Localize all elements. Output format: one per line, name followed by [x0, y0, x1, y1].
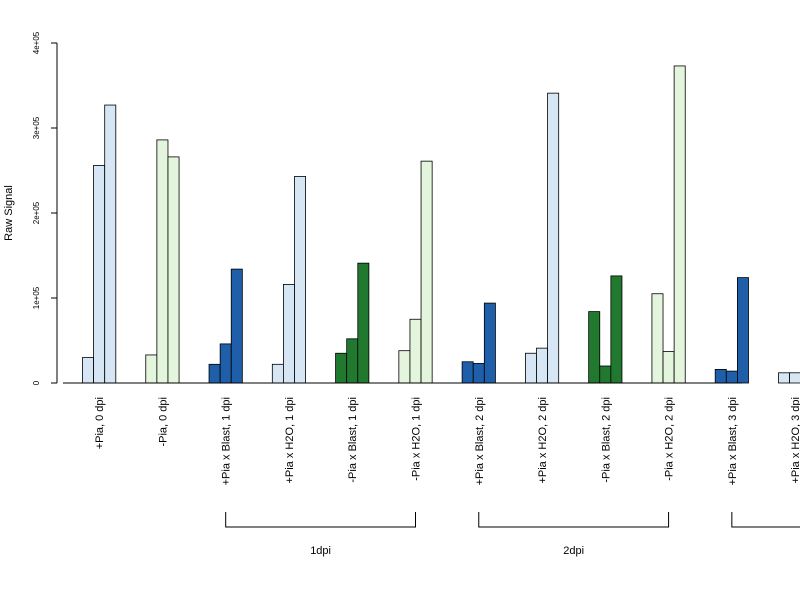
bar-series — [82, 65, 800, 384]
bar — [651, 293, 664, 384]
bar — [547, 92, 560, 384]
x-tick-label: +Pia x H2O, 1 dpi — [284, 397, 296, 484]
dpi-group-brackets: 1dpi2dpi3dpi5dpi — [225, 512, 800, 557]
x-tick-label: +Pia, 0 dpi — [94, 397, 106, 449]
bar — [420, 160, 433, 384]
bar — [789, 372, 800, 384]
bar — [283, 283, 295, 384]
group-label: 1dpi — [310, 545, 331, 557]
bar — [219, 343, 232, 384]
y-axis: 0 1e+05 2e+05 3e+05 4e+05 — [32, 31, 58, 385]
bar — [673, 65, 686, 384]
x-tick-label: +Pia x Blast, 2 dpi — [474, 397, 486, 485]
bar — [230, 268, 243, 384]
bar — [599, 365, 612, 384]
bar — [610, 275, 623, 384]
group-bracket — [478, 512, 670, 528]
bar — [588, 311, 601, 384]
x-tick-label: +Pia x H2O, 3 dpi — [790, 397, 800, 484]
y-tick-label: 2e+05 — [32, 201, 41, 224]
x-tick-label: -Pia x H2O, 1 dpi — [411, 397, 423, 481]
y-axis-label: Raw Signal — [3, 185, 15, 241]
group-bracket — [225, 512, 416, 528]
bar — [167, 156, 180, 384]
x-tick-label: -Pia x Blast, 2 dpi — [600, 397, 612, 483]
bar — [778, 372, 790, 384]
x-tick-labels: +Pia, 0 dpi -Pia, 0 dpi +Pia x Blast, 1 dp… — [94, 397, 800, 485]
group-label: 2dpi — [563, 545, 584, 557]
x-tick-label: +Pia x Blast, 1 dpi — [221, 397, 233, 485]
x-tick-label: +Pia x H2O, 2 dpi — [537, 397, 549, 484]
bar — [156, 139, 169, 384]
x-tick-label: -Pia x H2O, 2 dpi — [664, 397, 676, 481]
bar — [346, 338, 359, 384]
bar — [93, 164, 106, 384]
bar — [271, 363, 284, 384]
y-tick-label: 1e+05 — [32, 286, 41, 309]
x-tick-label: -Pia x Blast, 1 dpi — [347, 397, 359, 483]
bar — [737, 277, 749, 384]
bar — [536, 347, 548, 384]
y-tick-label: 3e+05 — [32, 116, 41, 139]
bar — [483, 302, 496, 384]
bar — [398, 350, 411, 384]
x-tick-label: -Pia, 0 dpi — [157, 397, 169, 447]
bar — [725, 370, 738, 384]
bar — [294, 176, 307, 384]
bar — [714, 368, 727, 384]
bar — [335, 352, 348, 384]
bar — [461, 361, 474, 384]
bar — [208, 363, 221, 384]
bar — [524, 352, 537, 384]
bar — [662, 351, 675, 384]
group-bracket — [731, 512, 800, 528]
bar — [82, 357, 95, 384]
bar — [104, 104, 117, 384]
bar — [145, 354, 158, 384]
x-tick-label: +Pia x Blast, 3 dpi — [727, 397, 739, 485]
bar — [472, 363, 485, 384]
bar — [357, 262, 370, 384]
y-tick-label: 4e+05 — [32, 31, 41, 54]
y-tick-label: 0 — [32, 380, 41, 385]
bar — [409, 318, 422, 384]
